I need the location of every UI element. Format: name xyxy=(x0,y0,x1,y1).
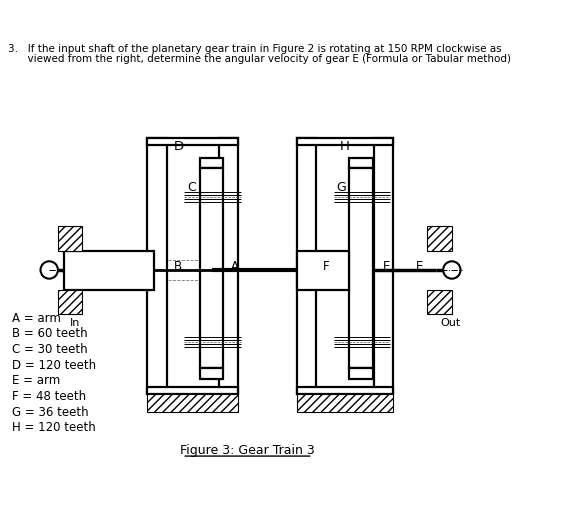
Bar xyxy=(349,368,373,379)
Bar xyxy=(374,138,393,394)
Bar xyxy=(297,387,393,394)
Text: C = 30 teeth: C = 30 teeth xyxy=(12,343,87,356)
Bar xyxy=(200,158,223,168)
Text: C: C xyxy=(188,181,196,194)
Bar xyxy=(147,138,238,145)
Text: H = 120 teeth: H = 120 teeth xyxy=(12,421,96,435)
Text: A: A xyxy=(231,260,239,272)
Bar xyxy=(349,168,373,368)
Text: F = 48 teeth: F = 48 teeth xyxy=(12,390,86,403)
Text: A = arm: A = arm xyxy=(12,312,61,325)
Bar xyxy=(64,251,154,290)
Text: E: E xyxy=(416,260,424,272)
Text: B: B xyxy=(174,260,181,272)
Bar xyxy=(297,394,393,412)
Text: E = arm: E = arm xyxy=(12,374,60,387)
Text: E: E xyxy=(383,260,391,272)
Bar xyxy=(428,227,452,251)
Bar xyxy=(200,168,223,368)
Text: B = 60 teeth: B = 60 teeth xyxy=(12,327,87,340)
Text: D = 120 teeth: D = 120 teeth xyxy=(12,359,96,372)
Text: G = 36 teeth: G = 36 teeth xyxy=(12,406,88,419)
Text: H: H xyxy=(340,141,350,153)
Bar xyxy=(147,138,167,394)
Bar xyxy=(349,158,373,168)
Bar xyxy=(219,138,238,394)
Bar xyxy=(297,138,316,394)
Bar xyxy=(58,290,82,314)
Bar xyxy=(147,387,238,394)
Text: F: F xyxy=(323,260,330,272)
Text: G: G xyxy=(336,181,346,194)
Text: 3.   If the input shaft of the planetary gear train in Figure 2 is rotating at 1: 3. If the input shaft of the planetary g… xyxy=(9,44,502,54)
Bar xyxy=(428,290,452,314)
Bar xyxy=(297,251,349,290)
Bar xyxy=(58,227,82,251)
Bar xyxy=(297,138,393,145)
Text: viewed from the right, determine the angular velocity of gear E (Formula or Tabu: viewed from the right, determine the ang… xyxy=(9,54,511,64)
Text: Out: Out xyxy=(441,318,461,328)
Text: D: D xyxy=(174,141,184,153)
Bar xyxy=(200,368,223,379)
Text: Figure 3: Gear Train 3: Figure 3: Gear Train 3 xyxy=(180,444,315,458)
Bar xyxy=(147,394,238,412)
Text: In: In xyxy=(70,318,81,328)
